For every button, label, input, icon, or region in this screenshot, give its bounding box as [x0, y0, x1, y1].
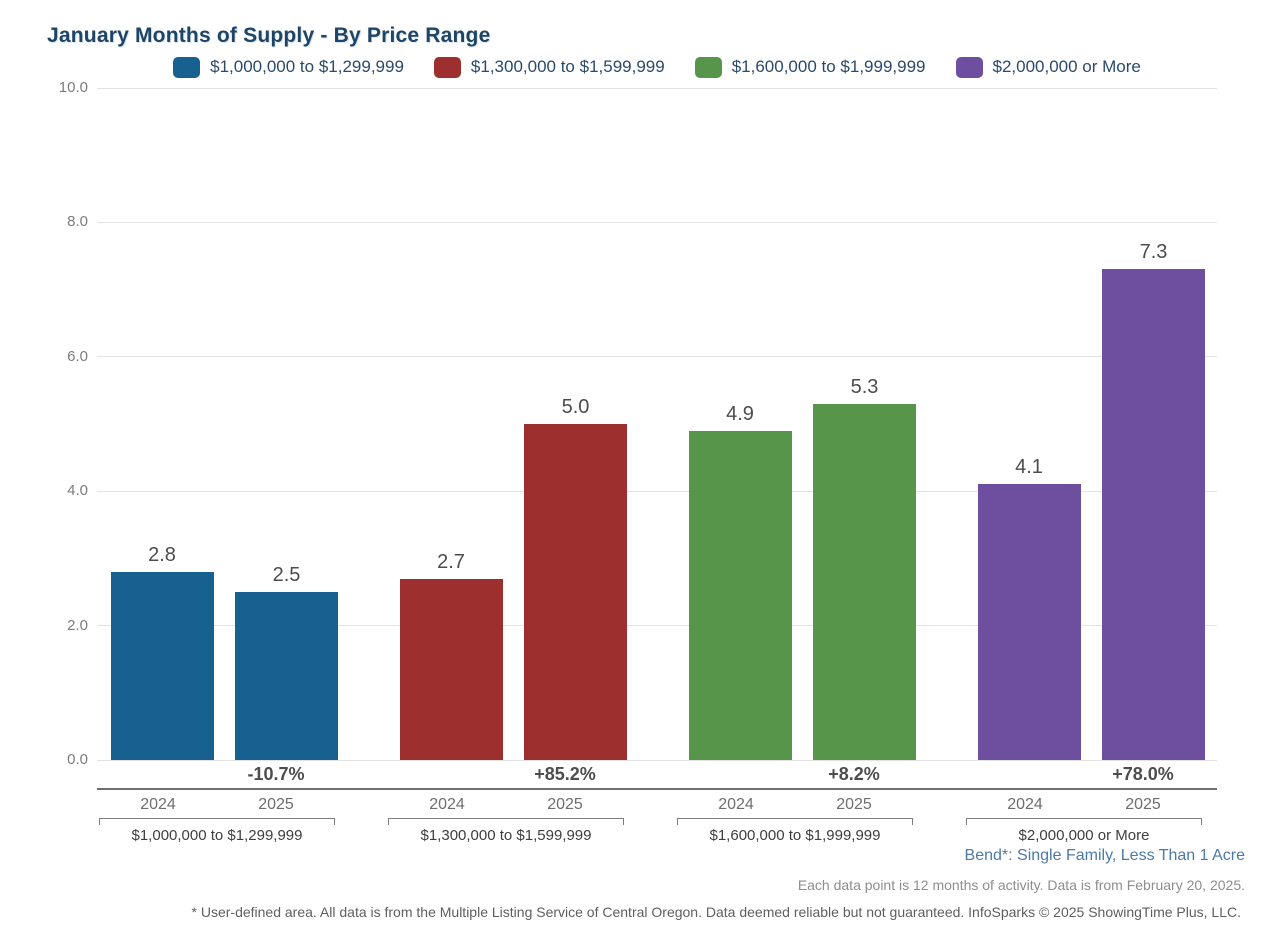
bar-2025-group1[interactable]: [235, 592, 338, 760]
bar-2024-group1[interactable]: [110, 571, 214, 760]
year-label-2024-group2: 2024: [429, 796, 465, 813]
y-axis-tick-label: 8.0: [67, 213, 88, 231]
price-range-group-label: $1,000,000 to $1,299,999: [131, 827, 303, 844]
legend-item-group2[interactable]: $1,300,000 to $1,599,999: [433, 56, 665, 78]
pct-change-label-group4: +78.0%: [1112, 764, 1174, 784]
bar-value-label: 2.7: [437, 550, 465, 573]
legend-item-label: $2,000,000 or More: [992, 57, 1141, 76]
legend-item-group1[interactable]: $1,000,000 to $1,299,999: [173, 56, 404, 78]
bar-2024-group2[interactable]: [399, 578, 503, 760]
year-label-2025-group2: 2025: [547, 796, 583, 813]
year-label-2025-group3: 2025: [836, 796, 872, 813]
bar-value-label: 2.5: [272, 564, 301, 586]
price-range-group-label: $1,300,000 to $1,599,999: [420, 827, 592, 844]
legend-item-label: $1,600,000 to $1,999,999: [731, 57, 926, 76]
year-label-2024-group4: 2024: [1007, 796, 1043, 813]
bar-2025-group2[interactable]: [524, 424, 627, 760]
y-axis-tick-label: 0.0: [67, 751, 88, 768]
y-axis-tick-label: 10.0: [58, 79, 88, 96]
area-footnote: Bend*: Single Family, Less Than 1 Acre: [964, 847, 1245, 864]
bar-2024-group3[interactable]: [688, 430, 792, 760]
group-bracket: [677, 818, 913, 825]
legend-swatch-icon: [173, 56, 201, 78]
chart-legend: $1,000,000 to $1,299,999 $1,300,000 to $1…: [97, 54, 1217, 80]
disclaimer-footnote: * User-defined area. All data is from th…: [191, 904, 1241, 920]
data-period-footnote: Each data point is 12 months of activity…: [797, 877, 1245, 893]
gridline-y-6.0: [97, 356, 1217, 358]
y-axis-tick-label: 4.0: [67, 482, 88, 500]
x-axis-line: [97, 788, 1217, 790]
bar-2025-group4[interactable]: [1102, 269, 1205, 760]
legend-item-label: $1,300,000 to $1,599,999: [470, 57, 665, 76]
pct-change-label-group3: +8.2%: [828, 764, 880, 784]
gridline-y-0.0: [97, 759, 1217, 761]
bar-value-label: 7.3: [1139, 241, 1168, 264]
y-axis-tick-label: 6.0: [67, 347, 88, 365]
bar-value-label: 2.8: [148, 543, 176, 566]
year-label-2025-group1: 2025: [258, 796, 294, 813]
legend-item-label: $1,000,000 to $1,299,999: [210, 57, 404, 76]
bar-value-label: 4.9: [726, 402, 754, 425]
bar-2024-group4[interactable]: [977, 484, 1081, 760]
gridline-y-4.0: [97, 490, 1217, 492]
gridline-y-10.0: [97, 87, 1217, 89]
pct-change-label-group1: -10.7%: [247, 764, 305, 784]
price-range-group-label: $2,000,000 or More: [1018, 827, 1150, 844]
group-bracket: [99, 818, 335, 825]
bar-2025-group3[interactable]: [813, 403, 916, 760]
year-label-2024-group1: 2024: [140, 796, 176, 813]
bar-value-label: 5.0: [561, 396, 590, 418]
gridline-y-8.0: [97, 221, 1217, 223]
price-range-group-label: $1,600,000 to $1,999,999: [709, 827, 881, 844]
group-bracket: [966, 818, 1202, 825]
legend-item-group4[interactable]: $2,000,000 or More: [955, 56, 1141, 78]
legend-item-group3[interactable]: $1,600,000 to $1,999,999: [694, 56, 926, 78]
group-bracket: [388, 818, 624, 825]
gridline-y-2.0: [97, 625, 1217, 627]
year-label-2024-group3: 2024: [718, 796, 754, 813]
year-label-2025-group4: 2025: [1125, 796, 1161, 813]
legend-swatch-icon: [955, 56, 983, 78]
chart-title: January Months of Supply - By Price Rang…: [47, 24, 491, 47]
plot-area: 0.0 2.0 4.0 6.0 8.0 10.0 2.8 2.5 2.7 5.0 4.9 5.3 4.1…: [59, 79, 1217, 768]
pct-change-label-group2: +85.2%: [534, 764, 596, 784]
bar-value-label: 4.1: [1015, 456, 1043, 479]
legend-swatch-icon: [433, 56, 461, 78]
legend-swatch-icon: [694, 56, 722, 78]
bar-value-label: 5.3: [850, 375, 879, 398]
y-axis-tick-label: 2.0: [67, 616, 88, 634]
x-axis: -10.7% 2024 2025 $1,000,000 to $1,299,999 +8…: [97, 760, 1217, 850]
